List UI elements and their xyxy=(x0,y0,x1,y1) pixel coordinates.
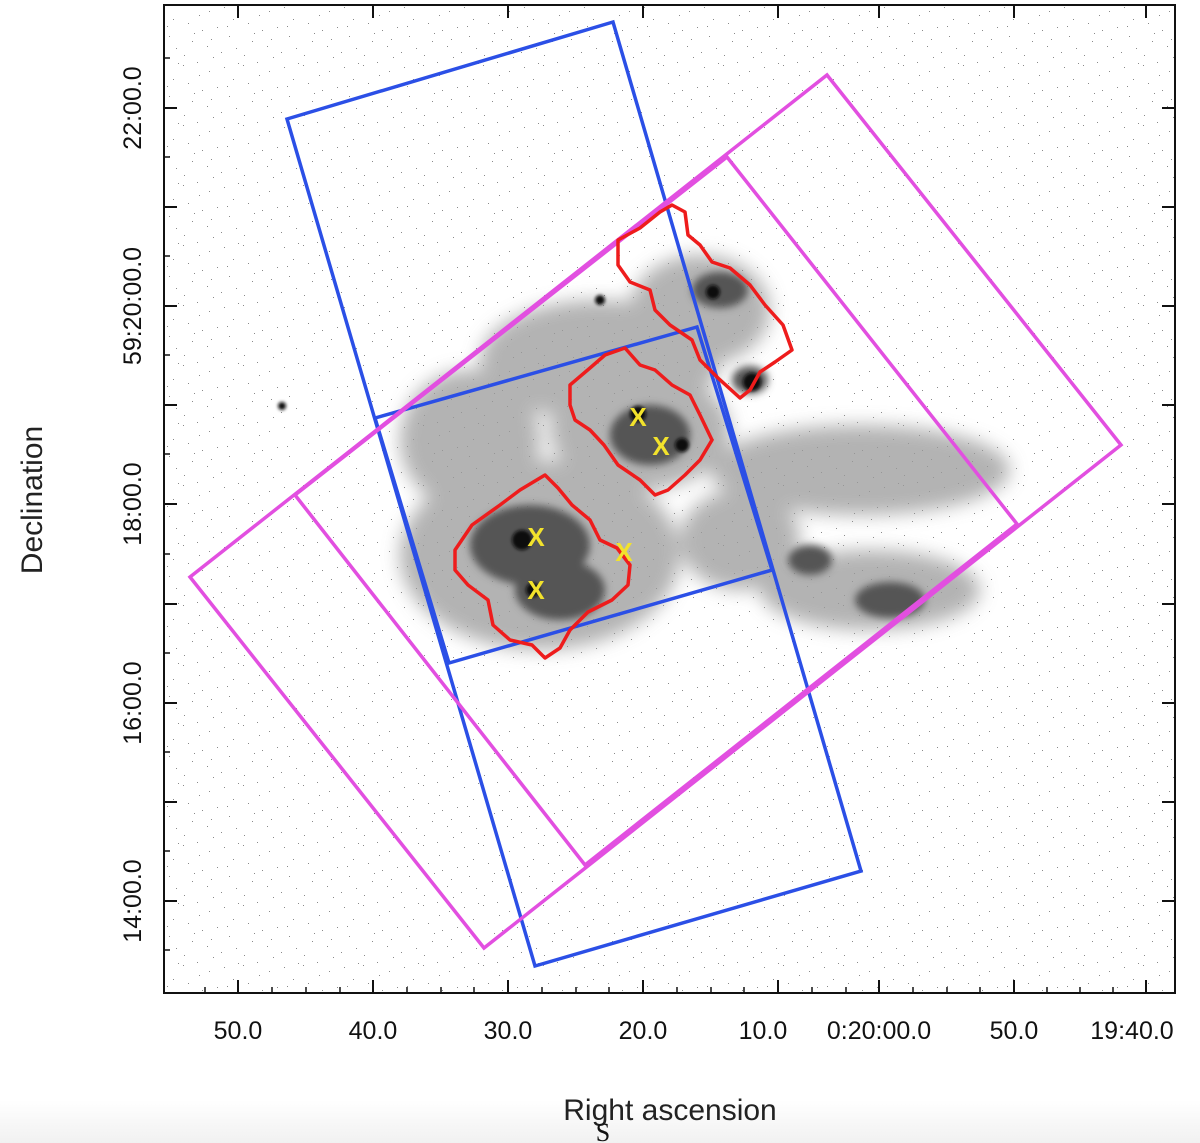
blue-footprint-small xyxy=(372,324,775,666)
blue-footprint-large xyxy=(284,19,864,969)
blue-footprints xyxy=(284,19,864,969)
red-contour-middle xyxy=(568,346,714,497)
marker-3: X xyxy=(615,537,633,567)
y-tick-label: 22:00.0 xyxy=(119,66,147,149)
magenta-footprint-large xyxy=(187,72,1124,951)
magenta-footprints xyxy=(187,72,1124,951)
marker-4: X xyxy=(629,402,647,432)
plot-frame xyxy=(163,4,1176,994)
x-tick-label: 30.0 xyxy=(484,1017,533,1045)
marker-2: X xyxy=(527,575,545,605)
axis-ticks xyxy=(164,5,1175,993)
footer-glyph: S xyxy=(596,1118,610,1143)
x-tick-label: 40.0 xyxy=(349,1017,398,1045)
x-tick-label: 19:40.0 xyxy=(1090,1017,1173,1045)
red-contour-north xyxy=(616,203,794,400)
y-axis-title: Declination xyxy=(16,426,49,574)
y-tick-label: 16:00.0 xyxy=(119,661,147,744)
y-tick-label: 18:00.0 xyxy=(119,462,147,545)
bottom-strip xyxy=(0,1100,1200,1143)
x-tick-label: 20.0 xyxy=(619,1017,668,1045)
image-background xyxy=(164,5,1175,993)
marker-1: X xyxy=(527,522,545,552)
magenta-footprint-inner xyxy=(292,154,1020,868)
axis-minor-ticks xyxy=(164,57,1114,993)
red-contours xyxy=(453,203,794,660)
marker-5: X xyxy=(652,431,670,461)
x-tick-label: 0:20:00.0 xyxy=(827,1017,931,1045)
x-tick-labels: 50.0 40.0 30.0 20.0 10.0 0:20:00.0 50.0 … xyxy=(214,1017,1174,1045)
y-tick-label: 14:00.0 xyxy=(119,859,147,942)
x-axis-title: Right ascension xyxy=(563,1094,776,1127)
x-tick-label: 50.0 xyxy=(990,1017,1039,1045)
x-tick-label: 10.0 xyxy=(739,1017,788,1045)
y-tick-label: 59:20:00.0 xyxy=(119,247,147,365)
y-tick-labels: 22:00.0 59:20:00.0 18:00.0 16:00.0 14:00… xyxy=(119,66,147,942)
red-contour-south xyxy=(453,473,632,660)
x-tick-label: 50.0 xyxy=(214,1017,263,1045)
source-markers: X X X X X xyxy=(527,402,670,605)
